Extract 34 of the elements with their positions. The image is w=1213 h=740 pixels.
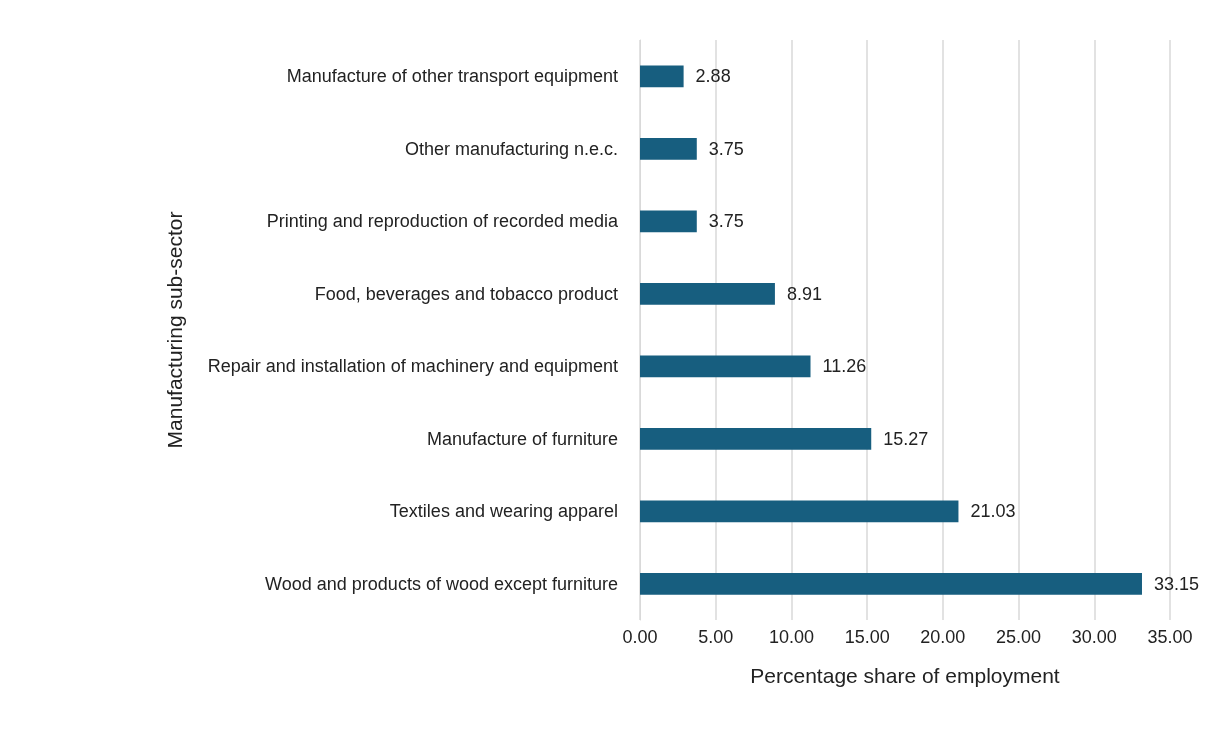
y-tick-label: Manufacture of other transport equipment bbox=[286, 66, 618, 87]
data-label: 3.75 bbox=[708, 138, 744, 159]
y-tick-label: Other manufacturing n.e.c. bbox=[404, 138, 618, 159]
x-tick-label: 30.00 bbox=[1071, 627, 1117, 647]
x-tick-label: 5.00 bbox=[698, 627, 734, 647]
bar bbox=[640, 427, 872, 450]
bar bbox=[640, 137, 697, 160]
x-tick-label: 35.00 bbox=[1147, 627, 1193, 647]
bar bbox=[640, 572, 1142, 595]
bar bbox=[640, 282, 775, 305]
bar bbox=[640, 65, 684, 88]
data-label: 3.75 bbox=[708, 211, 744, 232]
x-axis-title: Percentage share of employment bbox=[750, 664, 1060, 687]
data-label: 21.03 bbox=[970, 501, 1016, 522]
x-tick-label: 0.00 bbox=[622, 627, 658, 647]
x-tick-label: 15.00 bbox=[844, 627, 890, 647]
y-axis-title: Manufacturing sub-sector bbox=[163, 211, 186, 449]
y-tick-label: Manufacture of furniture bbox=[426, 428, 618, 449]
data-label: 15.27 bbox=[883, 428, 929, 449]
x-tick-label: 20.00 bbox=[920, 627, 966, 647]
bar bbox=[640, 355, 811, 378]
data-label: 8.91 bbox=[786, 283, 822, 304]
data-label: 2.88 bbox=[695, 66, 731, 87]
x-tick-label: 10.00 bbox=[768, 627, 814, 647]
y-tick-label: Textiles and wearing apparel bbox=[389, 501, 618, 522]
data-label: 11.26 bbox=[822, 356, 867, 377]
y-tick-label: Wood and products of wood except furniture bbox=[265, 573, 618, 594]
data-label: 33.15 bbox=[1153, 573, 1200, 594]
bar bbox=[640, 500, 959, 523]
y-tick-label: Food, beverages and tobacco product bbox=[314, 283, 618, 304]
y-tick-label: Repair and installation of machinery and equipment bbox=[207, 356, 618, 377]
bar bbox=[640, 210, 697, 233]
x-tick-label: 25.00 bbox=[996, 627, 1042, 647]
y-tick-label: Printing and reproduction of recorded media bbox=[266, 211, 619, 232]
